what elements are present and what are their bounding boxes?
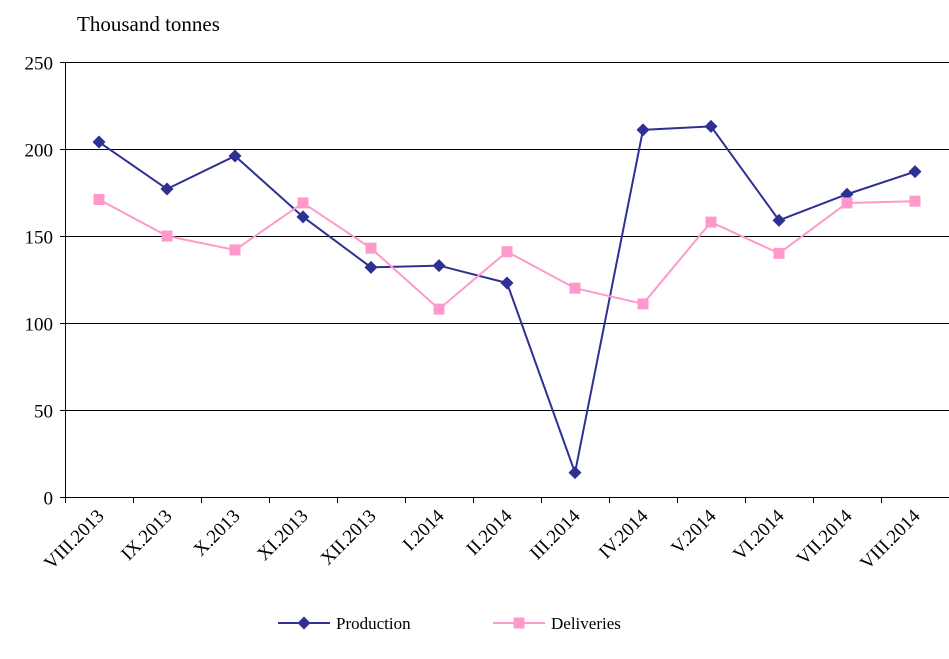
deliveries-point	[909, 195, 921, 207]
production-point	[772, 213, 786, 227]
x-tick-label: XI.2013	[253, 506, 312, 565]
y-axis-unit-label: Thousand tonnes	[77, 12, 220, 36]
x-tick-label: VI.2014	[729, 505, 789, 565]
deliveries-point	[161, 230, 173, 242]
production-point	[364, 260, 378, 274]
y-tick-label: 50	[34, 402, 53, 423]
production-point	[228, 149, 242, 163]
y-tick-label: 150	[25, 228, 54, 249]
series-deliveries	[93, 193, 921, 315]
production-point	[500, 276, 514, 290]
production-point	[636, 123, 650, 137]
deliveries-point	[229, 244, 241, 256]
x-tick-label: IX.2013	[117, 506, 176, 565]
x-tick-label: VIII.2013	[40, 506, 108, 574]
production-point	[296, 210, 310, 224]
deliveries-point	[433, 303, 445, 315]
legend-marker	[297, 616, 311, 630]
x-tick-label: VIII.2014	[856, 505, 925, 574]
legend-entry-deliveries: Deliveries	[493, 614, 621, 633]
axes	[60, 62, 949, 503]
legend-entry-production: Production	[278, 614, 411, 633]
y-tick-label: 250	[25, 54, 54, 75]
production-point	[704, 119, 718, 133]
x-tick-labels: VIII.2013 IX.2013 X.2013 XI.2013 XII.2013 I.2…	[40, 505, 925, 574]
production-point	[160, 182, 174, 196]
deliveries-point	[365, 242, 377, 254]
x-tick-label: III.2014	[526, 505, 585, 564]
deliveries-point	[773, 247, 785, 259]
production-point	[432, 259, 446, 273]
legend-label: Deliveries	[551, 614, 621, 633]
production-line	[98, 125, 916, 477]
x-tick-label: IV.2014	[595, 505, 653, 563]
x-tick-label: XII.2013	[317, 506, 381, 570]
series-production	[92, 119, 922, 480]
legend-label: Production	[336, 614, 411, 633]
y-tick-label: 100	[25, 315, 54, 336]
x-tick-label: V.2014	[667, 505, 720, 558]
y-tick-labels: 0 50 100 150 200 250	[25, 54, 54, 510]
y-tick-label: 200	[25, 141, 54, 162]
legend: Production Deliveries	[278, 614, 621, 633]
deliveries-point	[569, 282, 581, 294]
x-tick-label: II.2014	[463, 505, 517, 559]
x-tick-label: X.2013	[190, 506, 245, 561]
y-tick-label: 0	[44, 489, 54, 510]
legend-marker	[513, 617, 525, 629]
deliveries-point	[841, 197, 853, 209]
production-point	[908, 165, 922, 179]
gridlines	[65, 62, 949, 411]
production-point	[92, 135, 106, 149]
x-tick-label: VII.2014	[793, 505, 857, 569]
production-point	[568, 466, 582, 480]
series	[92, 119, 922, 480]
deliveries-point	[93, 193, 105, 205]
x-tick-label: I.2014	[399, 505, 449, 555]
deliveries-point	[637, 298, 649, 310]
deliveries-point	[501, 246, 513, 258]
deliveries-point	[705, 216, 717, 228]
deliveries-point	[297, 197, 309, 209]
